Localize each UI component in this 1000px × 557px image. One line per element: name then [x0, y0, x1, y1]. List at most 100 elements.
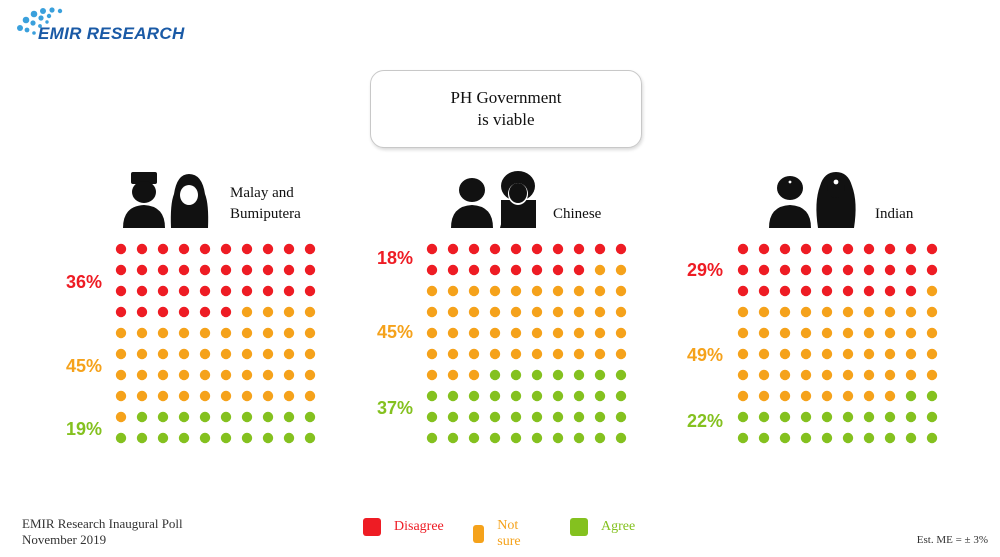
malay-disagree-dot — [136, 264, 148, 276]
chinese-not-sure-dot — [531, 348, 543, 360]
chinese-not-sure-dot — [510, 306, 522, 318]
indian-not-sure-dot — [779, 306, 791, 318]
malay-not-sure-dot — [304, 348, 316, 360]
malay-disagree-dot — [178, 243, 190, 255]
indian-agree-dot — [842, 411, 854, 423]
chinese-agree-dot — [531, 369, 543, 381]
malay-agree-dot — [283, 411, 295, 423]
indian-not-sure-dot — [821, 390, 833, 402]
chinese-not-sure-dot — [468, 285, 480, 297]
indian-not-sure-dot — [821, 348, 833, 360]
malay-agree-dot — [262, 432, 274, 444]
indian-not-sure-dot — [884, 348, 896, 360]
malay-agree-dot — [199, 411, 211, 423]
malay-disagree-dot — [157, 243, 169, 255]
chinese-not-sure-dot — [552, 348, 564, 360]
chinese-not-sure-dot — [552, 306, 564, 318]
chinese-not-sure-dot — [426, 327, 438, 339]
malay-disagree-dot — [157, 264, 169, 276]
malay-agree-dot — [136, 432, 148, 444]
chinese-agree-dot — [552, 411, 564, 423]
indian-agree-dot — [905, 432, 917, 444]
poll-source-line1: EMIR Research Inaugural Poll — [22, 516, 183, 531]
chinese-disagree-dot — [426, 264, 438, 276]
malay-not-sure-dot — [262, 327, 274, 339]
chinese-not-sure-dot — [615, 306, 627, 318]
chinese-not-sure-dot — [594, 327, 606, 339]
chinese-disagree-dot — [531, 243, 543, 255]
malay-disagree-dot — [178, 285, 190, 297]
indian-disagree-dot — [821, 243, 833, 255]
malay-not-sure-dot — [136, 327, 148, 339]
malay-disagree-dot — [136, 285, 148, 297]
group-label-malay: Malay and Bumiputera — [230, 183, 301, 225]
indian-disagree-dot — [842, 285, 854, 297]
chinese-not-sure-dot — [510, 348, 522, 360]
chinese-not-sure-dot — [489, 306, 501, 318]
chinese-disagree-dot — [510, 243, 522, 255]
malay-disagree-dot — [241, 285, 253, 297]
malay-agree-dot — [220, 411, 232, 423]
chinese-not-sure-dot — [447, 369, 459, 381]
indian-not-sure-dot — [863, 327, 875, 339]
chinese-not-sure-dot — [426, 306, 438, 318]
chinese-agree-dot — [573, 432, 585, 444]
indian-not-sure-dot — [863, 390, 875, 402]
indian-disagree-dot — [821, 285, 833, 297]
indian-disagree-dot — [737, 243, 749, 255]
indian-not-sure-dot — [758, 369, 770, 381]
malay-agree-dot — [136, 411, 148, 423]
malay-not-sure-dot — [136, 348, 148, 360]
chinese-disagree-dot — [447, 264, 459, 276]
malay-disagree-dot — [241, 243, 253, 255]
indian-not-sure-dot — [926, 327, 938, 339]
group-label-chinese-line1: Chinese — [553, 206, 602, 222]
indian-disagree-dot — [779, 243, 791, 255]
indian-not-sure-dot — [737, 369, 749, 381]
legend-item-not-sure: Not sure — [473, 518, 527, 550]
malay-not-sure-dot — [283, 369, 295, 381]
malay-disagree-dot — [178, 306, 190, 318]
indian-not-sure-dot — [737, 390, 749, 402]
brand-name: EMIR RESEARCH — [38, 24, 185, 43]
malay-people-icon — [123, 172, 209, 228]
question-title-box: PH Government is viable — [370, 70, 642, 148]
malay-not-sure-dot — [220, 348, 232, 360]
chinese-agree-dot — [447, 411, 459, 423]
chinese-agree-pct: 37% — [377, 398, 414, 418]
malay-not-sure-dot — [115, 348, 127, 360]
indian-disagree-dot — [884, 243, 896, 255]
indian-agree-dot — [800, 432, 812, 444]
malay-disagree-dot — [199, 285, 211, 297]
malay-agree-dot — [220, 432, 232, 444]
indian-disagree-dot — [758, 243, 770, 255]
chinese-not-sure-dot — [447, 327, 459, 339]
indian-not-sure-dot — [926, 348, 938, 360]
chinese-people-icon — [451, 171, 536, 228]
chinese-not-sure-dot — [531, 285, 543, 297]
indian-not-sure-dot — [800, 348, 812, 360]
chinese-agree-dot — [531, 411, 543, 423]
indian-agree-dot — [779, 411, 791, 423]
legend-swatch-not-sure — [473, 525, 485, 543]
indian-not-sure-dot — [905, 327, 917, 339]
indian-agree-dot — [926, 411, 938, 423]
malay-not-sure-dot — [115, 390, 127, 402]
malay-agree-dot — [304, 411, 316, 423]
indian-agree-dot — [737, 411, 749, 423]
chinese-agree-dot — [573, 411, 585, 423]
indian-not-sure-dot — [821, 327, 833, 339]
malay-not-sure-dot — [262, 348, 274, 360]
chinese-agree-dot — [594, 411, 606, 423]
chinese-agree-dot — [510, 390, 522, 402]
malay-disagree-dot — [220, 264, 232, 276]
malay-disagree-dot — [220, 306, 232, 318]
chinese-not-sure-dot — [615, 348, 627, 360]
chinese-disagree-dot — [552, 264, 564, 276]
indian-agree-dot — [926, 390, 938, 402]
indian-disagree-dot — [779, 285, 791, 297]
indian-agree-dot — [758, 432, 770, 444]
chinese-agree-dot — [594, 390, 606, 402]
indian-not-sure-dot — [779, 369, 791, 381]
indian-not-sure-dot — [905, 369, 917, 381]
